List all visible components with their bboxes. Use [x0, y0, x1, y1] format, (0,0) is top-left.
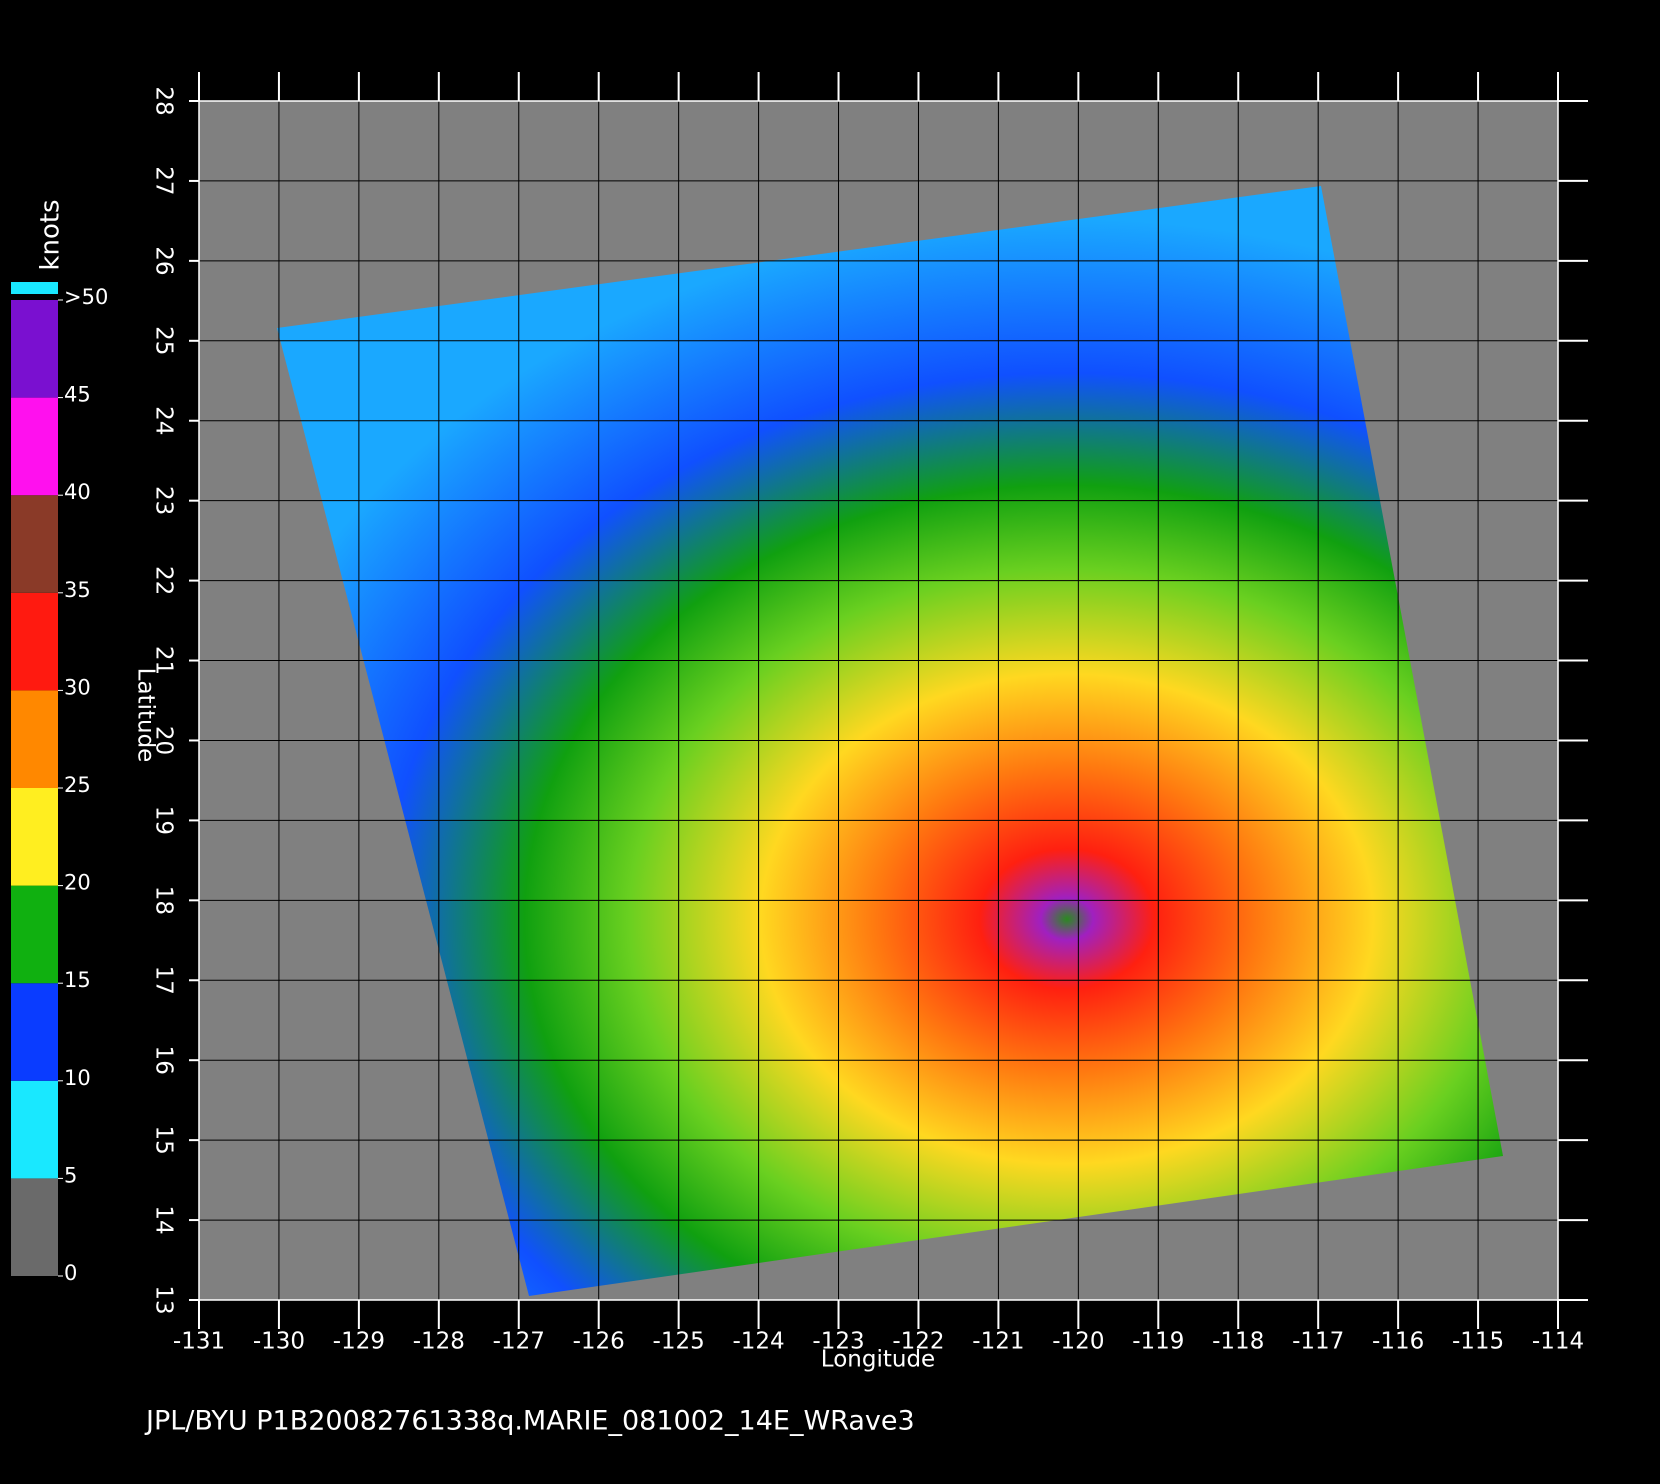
x-tick-label: -124	[732, 1329, 784, 1355]
y-tick-label: 21	[151, 646, 177, 675]
colorbar-unit: knots	[36, 199, 66, 270]
y-tick-label: 14	[151, 1205, 177, 1234]
x-tick-label: -118	[1212, 1329, 1264, 1355]
x-tick-label: -127	[493, 1329, 545, 1355]
x-tick-label: -126	[573, 1329, 625, 1355]
y-tick-label: 24	[151, 406, 177, 435]
y-tick-label: 13	[151, 1285, 177, 1314]
colorbar-tick-label: 40	[64, 480, 91, 504]
colorbar-tick-label: 5	[64, 1163, 77, 1187]
colorbar-tick-label: 0	[64, 1261, 77, 1285]
colorbar-cap	[11, 282, 58, 294]
colorbar-tick-label: 25	[64, 773, 91, 797]
x-tick-label: -123	[812, 1329, 864, 1355]
x-tick-label: -121	[972, 1329, 1024, 1355]
plot-frame	[198, 100, 1559, 1301]
colorbar-segment	[11, 397, 58, 496]
x-tick-label: -116	[1372, 1329, 1424, 1355]
y-tick-label: 27	[151, 166, 177, 195]
x-axis-label: Longitude	[821, 1347, 935, 1373]
colorbar-segment	[11, 1080, 58, 1179]
wind-swath	[277, 186, 1503, 1296]
x-tick-label: -130	[253, 1329, 305, 1355]
x-tick-label: -120	[1052, 1329, 1104, 1355]
colorbar-segment	[11, 885, 58, 984]
y-tick-label: 25	[151, 326, 177, 355]
colorbar-segment	[11, 690, 58, 788]
x-tick-label: -119	[1132, 1329, 1184, 1355]
y-tick-label: 20	[151, 726, 177, 755]
x-tick-label: -115	[1452, 1329, 1504, 1355]
x-tick-label: -122	[892, 1329, 944, 1355]
colorbar-segment	[11, 300, 58, 398]
colorbar-segment	[11, 592, 58, 691]
colorbar-segment	[11, 1178, 58, 1276]
y-tick-label: 17	[151, 966, 177, 995]
x-tick-label: -131	[173, 1329, 225, 1355]
y-tick-label: 16	[151, 1046, 177, 1075]
colorbar-tick-label: 20	[64, 871, 91, 895]
x-tick-label: -129	[333, 1329, 385, 1355]
colorbar-tick-label: 45	[64, 383, 91, 407]
y-tick-label: 15	[151, 1125, 177, 1154]
x-tick-label: -114	[1532, 1329, 1584, 1355]
colorbar-tick-label: 30	[64, 675, 91, 699]
colorbar-tick-label: 15	[64, 968, 91, 992]
y-tick-label: 28	[151, 86, 177, 115]
x-tick-label: -128	[413, 1329, 465, 1355]
colorbar-segment	[11, 495, 58, 593]
x-tick-label: -117	[1292, 1329, 1344, 1355]
colorbar-segment	[11, 983, 58, 1081]
ticks: -131 -130 -129 -128 -127 -126 -125 -124 -123 -122…	[151, 72, 1588, 1355]
colorbar-tick-label: >50	[64, 285, 108, 309]
y-tick-label: 22	[151, 566, 177, 595]
colorbar-tick-label: 10	[64, 1066, 91, 1090]
y-tick-label: 18	[151, 886, 177, 915]
colorbar-segment	[11, 788, 58, 886]
colorbar: 0 5 10 15 20 25 30 35 40 45 >50	[11, 282, 108, 1285]
y-tick-label: 26	[151, 246, 177, 275]
x-tick-label: -125	[653, 1329, 705, 1355]
caption: JPL/BYU P1B20082761338q.MARIE_081002_14E…	[144, 1406, 915, 1437]
y-tick-label: 19	[151, 806, 177, 835]
y-tick-label: 23	[151, 486, 177, 515]
colorbar-tick-label: 35	[64, 578, 91, 602]
y-axis-label: Latitude	[133, 668, 159, 763]
